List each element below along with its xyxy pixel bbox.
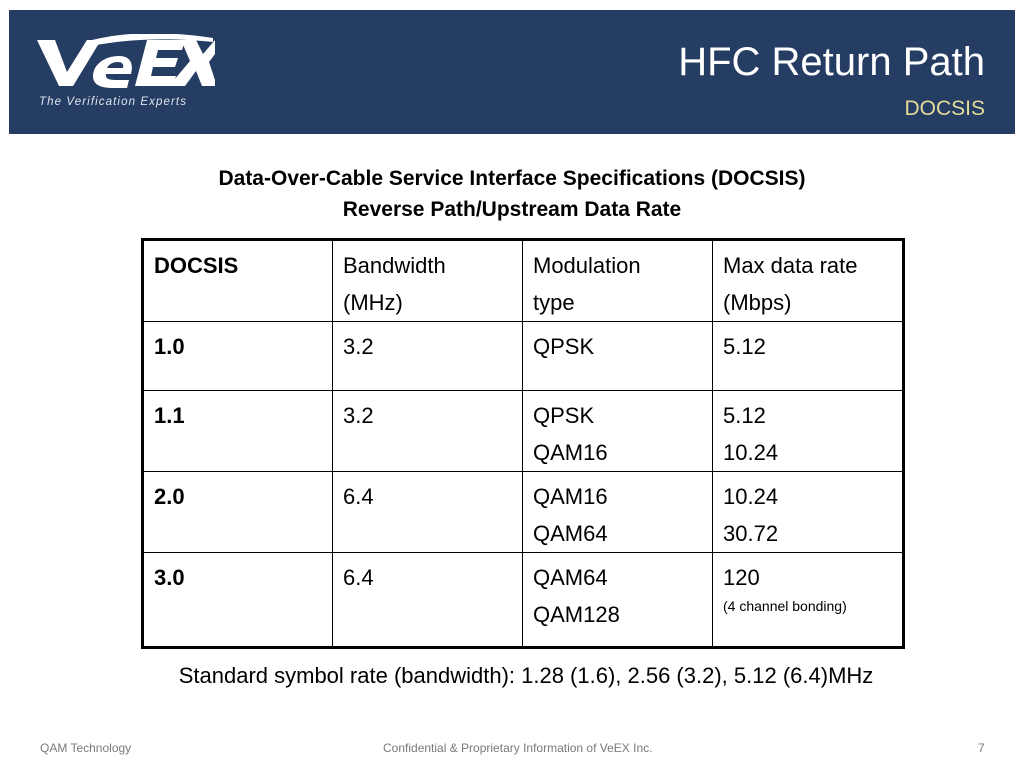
table-header-row: DOCSIS Bandwidth (MHz) Modulation type M… [142,239,904,322]
table-row: 3.0 6.4 QAM64 QAM128 120 (4 channel bond… [142,552,904,648]
modulation-value: QAM64 [533,521,608,546]
rate-value: 30.72 [723,521,779,546]
col-header-max-rate-line1: Max data rate [723,253,858,278]
modulation-value: QPSK [533,403,595,428]
logo-tagline: The Verification Experts [39,96,188,108]
table-heading-line2: Reverse Path/Upstream Data Rate [342,198,682,221]
cell-bandwidth: 3.2 [332,321,523,391]
veex-logo-mark [37,34,215,88]
cell-bandwidth: 3.2 [332,390,523,472]
rate-value: 10.24 [723,440,779,465]
cell-modulation: QPSK [522,321,713,391]
table-row: 2.0 6.4 QAM16 QAM64 10.24 30.72 [142,471,904,553]
table-row: 1.1 3.2 QPSK QAM16 5.12 10.24 [142,390,904,472]
rate-value: 120 [723,565,760,590]
veex-logo: The Verification Experts [35,34,215,124]
cell-rate: 10.24 30.72 [712,471,904,553]
cell-version: 1.0 [142,321,333,391]
footer-topic: QAM Technology [40,741,132,755]
col-header-modulation-line1: Modulation [533,253,641,278]
modulation-value: QAM16 [533,484,608,509]
slide-title: HFC Return Path [678,40,985,84]
col-header-max-rate: Max data rate (Mbps) [712,239,904,322]
rate-value: 10.24 [723,484,779,509]
cell-rate: 120 (4 channel bonding) [712,552,904,648]
cell-rate: 5.12 10.24 [712,390,904,472]
rate-value: 5.12 [723,403,766,428]
col-header-docsis: DOCSIS [142,239,333,322]
rate-note: (4 channel bonding) [723,598,847,614]
slide-header: The Verification Experts HFC Return Path… [9,10,1015,134]
page-number: 7 [978,741,985,755]
table-heading: Data-Over-Cable Service Interface Specif… [0,163,1024,225]
col-header-modulation: Modulation type [522,239,713,322]
cell-version: 2.0 [142,471,333,553]
rate-value: 5.12 [723,334,766,359]
cell-bandwidth: 6.4 [332,552,523,648]
col-header-modulation-line2: type [533,290,575,315]
cell-version: 1.1 [142,390,333,472]
slide-subtitle: DOCSIS [904,97,985,120]
modulation-value: QAM64 [533,565,608,590]
table-heading-line1: Data-Over-Cable Service Interface Specif… [218,167,806,190]
col-header-docsis-text: DOCSIS [154,253,239,278]
modulation-value: QPSK [533,334,595,359]
col-header-bandwidth-line1: Bandwidth [343,253,446,278]
cell-modulation: QPSK QAM16 [522,390,713,472]
modulation-value: QAM128 [533,602,620,627]
col-header-bandwidth: Bandwidth (MHz) [332,239,523,322]
modulation-value: QAM16 [533,440,608,465]
col-header-bandwidth-line2: (MHz) [343,290,403,315]
cell-modulation: QAM64 QAM128 [522,552,713,648]
footer-confidential: Confidential & Proprietary Information o… [383,741,653,755]
symbol-rate-note: Standard symbol rate (bandwidth): 1.28 (… [178,663,874,688]
docsis-rate-table: DOCSIS Bandwidth (MHz) Modulation type M… [141,238,905,649]
col-header-max-rate-line2: (Mbps) [723,290,792,315]
cell-bandwidth: 6.4 [332,471,523,553]
cell-modulation: QAM16 QAM64 [522,471,713,553]
cell-rate: 5.12 [712,321,904,391]
table-row: 1.0 3.2 QPSK 5.12 [142,321,904,391]
cell-version: 3.0 [142,552,333,648]
